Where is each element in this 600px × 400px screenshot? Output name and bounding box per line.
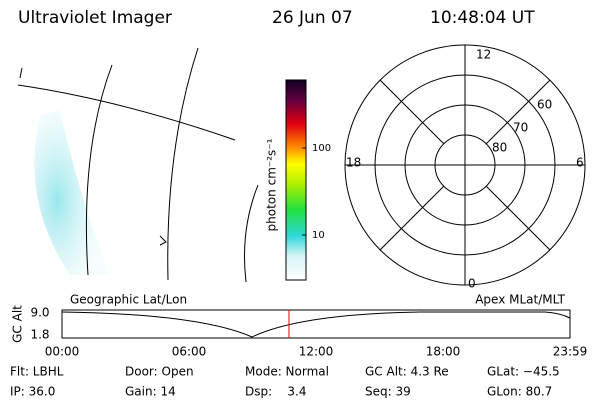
orbit-y-tick: 1.8 (30, 328, 49, 342)
info-field: Gain: 14 (125, 385, 176, 399)
orbit-x-tick: 12:00 (299, 345, 334, 359)
info-field: GLon: 80.7 (487, 385, 552, 399)
orbit-x-ticks: 00:00 06:00 12:00 18:00 23:59 (45, 345, 588, 359)
info-field: Door: Open (125, 365, 194, 379)
orbit-x-tick: 23:59 (553, 345, 588, 359)
lat-label: 80 (492, 141, 507, 155)
lat-label: 60 (537, 98, 552, 112)
map-line (167, 47, 199, 281)
orbit-right-title: Apex MLat/MLT (475, 293, 565, 307)
info-field: Flt: LBHL (10, 365, 64, 379)
cb-tick-label: 10 (312, 230, 325, 241)
map-line (17, 84, 236, 141)
info-field: Mode: Normal (245, 365, 329, 379)
mlt-label: 6 (576, 156, 584, 170)
map-line (244, 184, 259, 283)
orbit-curve (61, 311, 571, 338)
orbit-left-title: Geographic Lat/Lon (70, 293, 187, 307)
cb-tick-label: 100 (312, 143, 331, 154)
cb-label: photon cm⁻²s⁻¹ (265, 138, 279, 231)
info: Flt: LBHL Door: Open Mode: Normal GC Alt: 4… (10, 365, 560, 399)
orbit-x-tick: 18:00 (426, 345, 461, 359)
mlt-label: 0 (468, 277, 476, 291)
orbit-y-tick: 9.0 (30, 306, 49, 320)
orbit-x-tick: 00:00 (45, 345, 80, 359)
info-field: GC Alt: 4.3 Re (365, 365, 449, 379)
polar-plot (344, 44, 586, 286)
time: 10:48:04 UT (430, 8, 535, 28)
map-line (85, 64, 113, 276)
date: 26 Jun 07 (272, 8, 353, 28)
info-field: Dsp: 3.4 (245, 385, 307, 399)
lat-label: 70 (513, 121, 528, 135)
orbit-frame (61, 309, 571, 339)
colorbar (285, 79, 307, 281)
map-mark (159, 235, 167, 246)
title: Ultraviolet Imager (18, 8, 172, 28)
map-line (19, 67, 23, 79)
info-field: GLat: −45.5 (487, 365, 560, 379)
mlt-label: 18 (346, 156, 361, 170)
image-panel (17, 47, 259, 283)
info-field: IP: 36.0 (10, 385, 55, 399)
aurora (34, 110, 110, 275)
info-field: Seq: 39 (365, 385, 411, 399)
mlt-label: 12 (476, 48, 491, 62)
orbit-y-label: GC Alt (11, 305, 25, 343)
orbit-x-tick: 06:00 (172, 345, 207, 359)
